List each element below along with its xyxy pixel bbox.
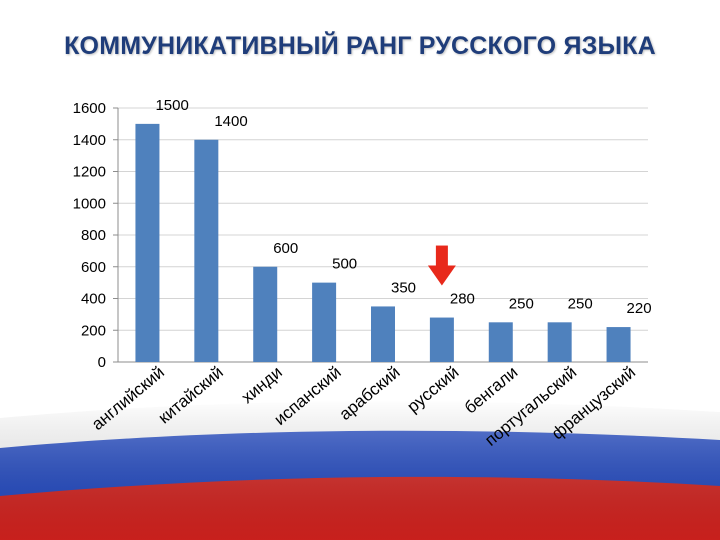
arrow-shaft (435, 245, 448, 268)
data-labels: 1500 1400 600 500 350 280 250 250 220 (155, 97, 651, 317)
y-tick-label: 1200 (73, 164, 106, 181)
bar-4 (312, 282, 337, 362)
data-label: 220 (627, 300, 652, 317)
bar-3 (253, 266, 278, 362)
bar-8 (547, 322, 572, 362)
data-label: 1500 (155, 97, 188, 114)
bar-9 (606, 327, 631, 362)
bar-6 (429, 317, 454, 362)
flag-shading (0, 399, 720, 540)
data-label: 250 (568, 295, 593, 312)
y-tick-label: 800 (81, 227, 106, 244)
arrow-head (427, 265, 456, 286)
flag-top-fade (0, 386, 720, 418)
y-axis: 0 200 400 600 800 1000 1200 1400 1600 (73, 100, 648, 371)
flag-ribbon-decoration (0, 386, 720, 540)
slide-title: КОММУНИКАТИВНЫЙ РАНГ РУССКОГО ЯЗЫКА (64, 32, 656, 60)
data-label: 280 (450, 291, 475, 308)
data-label: 600 (273, 240, 298, 257)
y-tick-label: 1600 (73, 100, 106, 117)
y-tick-label: 1400 (73, 132, 106, 149)
y-tick-label: 1000 (73, 195, 106, 212)
bar-5 (371, 306, 395, 362)
y-tick-label: 400 (81, 291, 106, 308)
bars (135, 123, 631, 362)
bar-7 (488, 322, 513, 362)
highlight-arrow-icon (427, 245, 456, 286)
data-label: 350 (391, 279, 416, 296)
data-label: 500 (332, 256, 357, 273)
y-tick-label: 0 (98, 354, 106, 371)
bar-2 (194, 139, 219, 362)
bar-1 (135, 123, 160, 362)
y-tick-label: 600 (81, 259, 106, 276)
y-tick-label: 200 (81, 322, 106, 339)
data-label: 1400 (214, 113, 247, 130)
data-label: 250 (509, 295, 534, 312)
